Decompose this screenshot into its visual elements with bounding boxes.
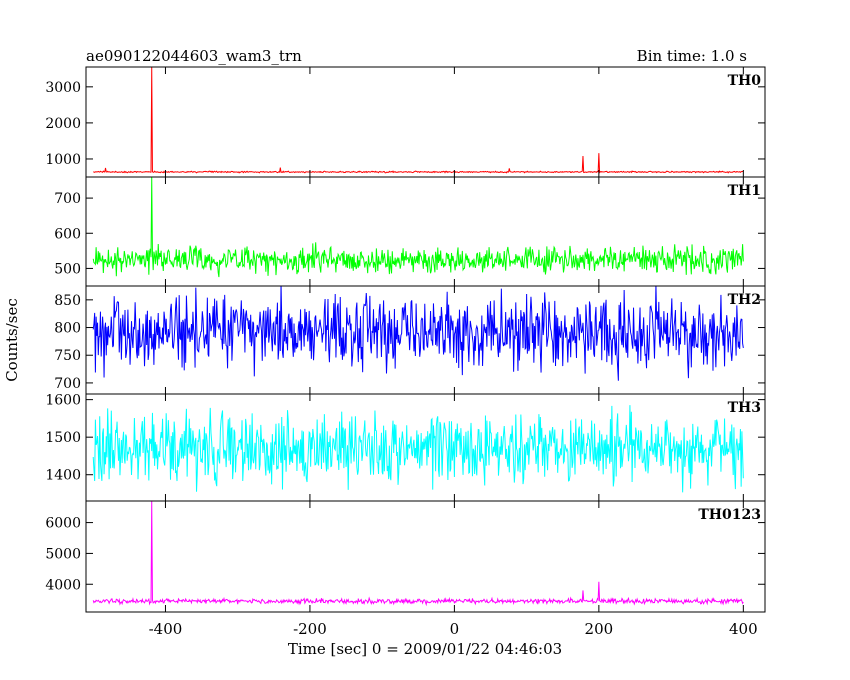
x-axis-label: Time [sec] 0 = 2009/01/22 04:46:03: [288, 640, 562, 658]
panel-th1: 500 600 700 TH1: [54, 176, 766, 287]
y-tick-label: 850: [54, 293, 81, 309]
y-axis-label: Counts/sec: [3, 298, 21, 382]
y-tick-label: 1400: [45, 468, 81, 484]
y-tick-label: 800: [54, 321, 81, 337]
panel-th2: 700 750 800 850 TH2: [54, 285, 766, 395]
y-tick-label: 2000: [45, 116, 81, 132]
panel-label: TH1: [728, 183, 761, 199]
x-tick-label: 0: [450, 620, 460, 638]
panel-th0: 1000 2000 3000 TH0: [45, 66, 766, 178]
x-tick-label: -200: [293, 620, 327, 638]
panel-label: TH2: [728, 292, 761, 308]
x-tick-label: 400: [729, 620, 758, 638]
panel-frame: [85, 66, 766, 178]
panel-label: TH3: [728, 400, 761, 416]
series-line-th0123: [92, 501, 744, 607]
y-tick-label: 6000: [45, 516, 81, 532]
y-tick-label: 500: [54, 261, 81, 277]
chart-title: ae090122044603_wam3_trn: [86, 47, 302, 65]
y-tick-label: 5000: [45, 546, 81, 562]
y-tick-label: 1500: [45, 430, 81, 446]
y-tick-label: 4000: [45, 577, 81, 593]
panel-label: TH0123: [698, 507, 761, 523]
panel-frame: [85, 176, 766, 287]
x-tick-label: -400: [149, 620, 183, 638]
y-tick-label: 1000: [45, 152, 81, 168]
panel-th0123: 4000 5000 6000 TH0123: [45, 500, 766, 613]
y-tick-label: 600: [54, 226, 81, 242]
bin-time-label: Bin time: 1.0 s: [637, 47, 747, 65]
panel-th3: 1400 1500 1600 TH3: [45, 393, 766, 502]
x-tick-label: 200: [585, 620, 614, 638]
x-axis: -400 -200 0 200 400: [149, 620, 758, 638]
panel-frame: [85, 500, 766, 613]
y-tick-label: 700: [54, 191, 81, 207]
series-line-th3: [92, 405, 744, 493]
panel-label: TH0: [728, 73, 762, 89]
series-line-th2: [92, 286, 744, 381]
y-tick-label: 700: [54, 376, 81, 392]
y-tick-label: 750: [54, 348, 81, 364]
panels-group: 1000 2000 3000 TH0 500 600 700 TH1 700 750 800 850 T…: [45, 66, 766, 613]
series-line-th1: [92, 177, 744, 278]
series-line-th0: [93, 67, 744, 174]
y-tick-label: 3000: [45, 80, 81, 96]
y-tick-label: 1600: [45, 393, 81, 409]
